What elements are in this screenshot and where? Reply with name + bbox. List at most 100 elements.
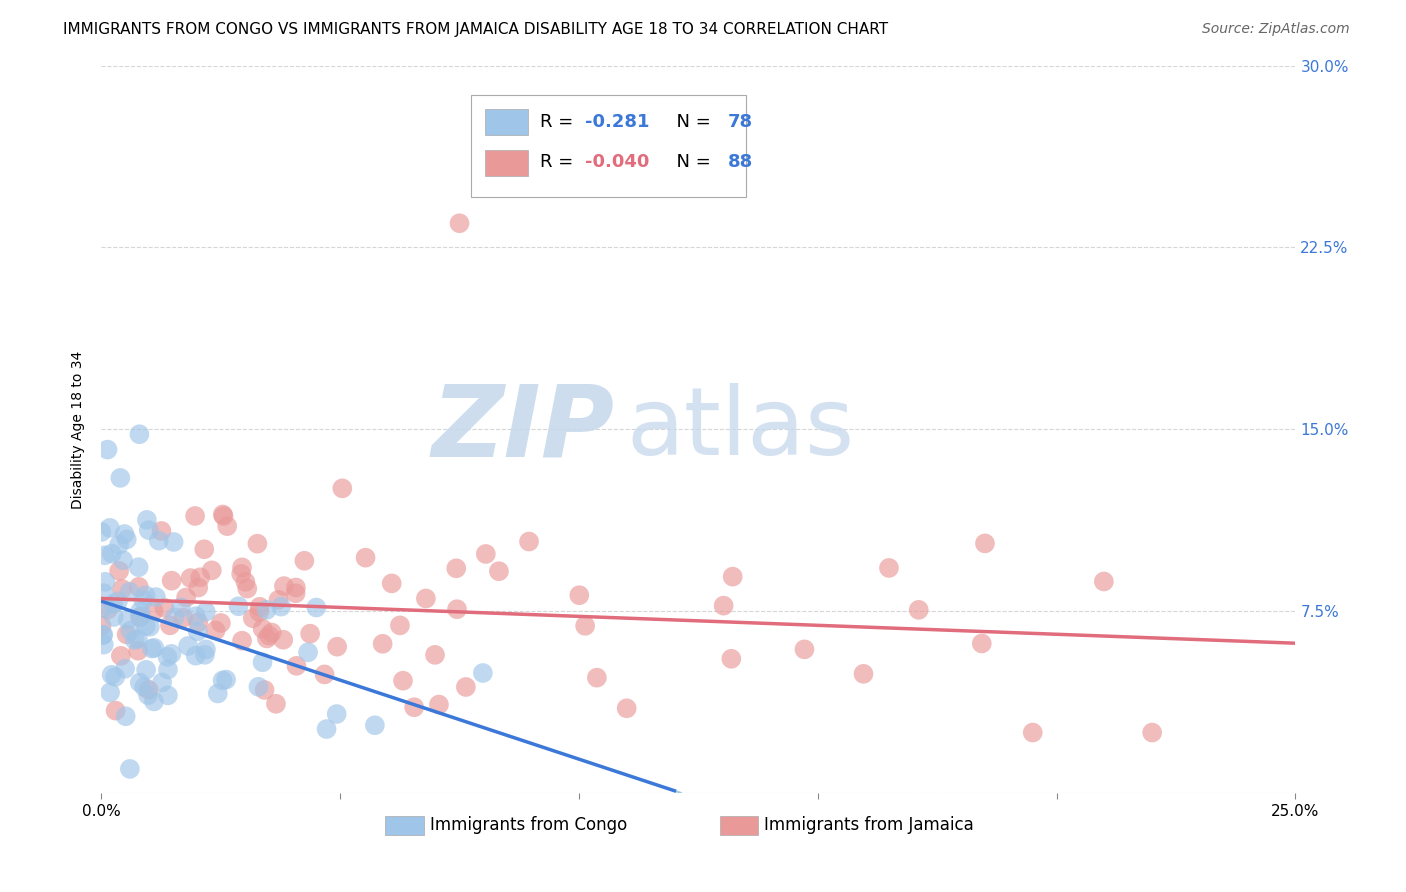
Point (1022, 725, 1045, 739)
Point (93, 638, 115, 652)
Point (201, 563, 224, 577)
Point (720, 652, 742, 666)
Point (150, 524, 173, 538)
Point (101, 547, 124, 561)
Point (90, 619, 112, 633)
Point (285, 658, 308, 673)
FancyBboxPatch shape (485, 150, 527, 177)
Text: Source: ZipAtlas.com: Source: ZipAtlas.com (1202, 22, 1350, 37)
Point (305, 600, 328, 615)
Point (91, 627, 114, 641)
Point (247, 605, 270, 619)
Point (110, 471, 132, 485)
Point (112, 553, 135, 567)
Point (970, 636, 993, 650)
Point (139, 620, 162, 634)
Point (194, 648, 217, 662)
Point (156, 663, 179, 677)
Point (256, 632, 278, 646)
Point (114, 709, 136, 723)
Point (187, 624, 209, 639)
Point (907, 603, 929, 617)
Point (188, 570, 211, 584)
Point (100, 667, 122, 681)
Point (449, 216, 471, 230)
Point (204, 624, 226, 638)
Point (231, 560, 253, 574)
Point (91, 601, 114, 615)
Point (381, 576, 404, 591)
Point (284, 586, 307, 600)
Point (145, 590, 167, 604)
Text: N =: N = (665, 153, 717, 171)
Point (217, 519, 239, 533)
Point (129, 604, 152, 618)
Point (128, 675, 150, 690)
Point (184, 508, 207, 523)
Point (104, 704, 127, 718)
Point (253, 682, 276, 697)
Point (174, 591, 197, 605)
Point (252, 655, 274, 669)
Point (454, 680, 477, 694)
Point (231, 566, 253, 581)
Point (721, 569, 744, 583)
Point (134, 680, 156, 694)
Point (114, 662, 136, 676)
Point (163, 535, 186, 549)
Point (616, 701, 638, 715)
Point (326, 640, 349, 654)
Point (446, 602, 468, 616)
FancyBboxPatch shape (471, 95, 747, 196)
Point (159, 618, 181, 632)
Point (108, 538, 131, 552)
FancyBboxPatch shape (385, 815, 423, 835)
Point (187, 581, 209, 595)
Point (127, 632, 149, 647)
Point (427, 698, 450, 712)
Point (94, 549, 117, 563)
Point (90, 524, 112, 539)
Point (209, 615, 232, 630)
Point (488, 564, 510, 578)
Point (135, 513, 157, 527)
Text: -0.040: -0.040 (585, 153, 650, 171)
Point (242, 611, 264, 625)
Point (852, 666, 875, 681)
Point (136, 688, 159, 702)
Point (330, 481, 353, 495)
Point (247, 680, 270, 694)
Point (94, 574, 117, 589)
Point (974, 536, 997, 550)
Point (163, 610, 186, 624)
Point (132, 593, 155, 607)
Point (236, 582, 259, 596)
Point (264, 697, 287, 711)
Point (194, 642, 217, 657)
Point (215, 673, 238, 687)
Point (270, 599, 292, 614)
Point (292, 554, 315, 568)
Point (115, 627, 138, 641)
Point (128, 610, 150, 624)
FancyBboxPatch shape (720, 815, 758, 835)
Point (148, 533, 170, 548)
Point (586, 671, 609, 685)
Text: R =: R = (540, 153, 578, 171)
Point (574, 619, 596, 633)
Point (207, 686, 229, 700)
Point (193, 542, 215, 557)
Point (156, 649, 179, 664)
Point (187, 615, 209, 630)
Point (135, 619, 157, 633)
Point (228, 599, 250, 614)
Point (256, 603, 278, 617)
Point (177, 639, 200, 653)
Point (115, 533, 138, 547)
Text: 78: 78 (728, 112, 754, 130)
Point (267, 592, 290, 607)
Point (170, 600, 193, 615)
Point (475, 547, 498, 561)
Point (446, 561, 468, 575)
Y-axis label: Disability Age 18 to 34: Disability Age 18 to 34 (72, 351, 86, 508)
